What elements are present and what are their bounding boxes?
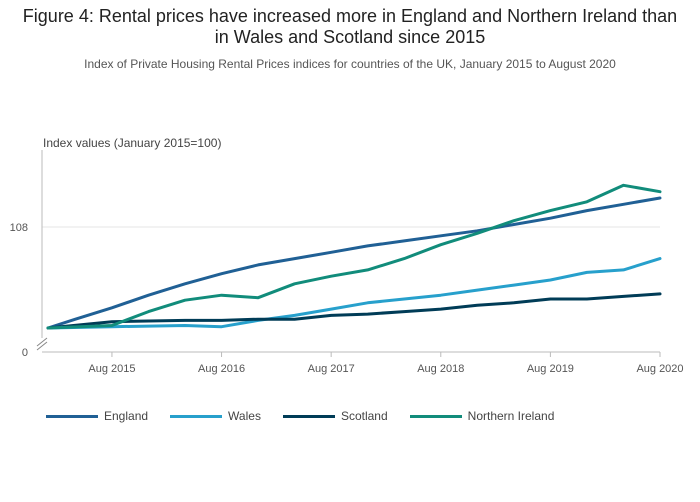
y-axis-label: Index values (January 2015=100) [43,136,222,150]
x-tick-label: Aug 2019 [527,363,574,375]
legend-item-northern-ireland[interactable]: Northern Ireland [409,409,555,423]
legend-label: England [104,409,149,423]
y-tick-label: 0 [22,347,28,359]
chart-title: Figure 4: Rental prices have increased m… [22,6,678,47]
legend-item-scotland[interactable]: Scotland [282,409,388,423]
legend-label: Northern Ireland [467,409,555,423]
series-lines [46,183,662,330]
legend-swatch [46,414,98,418]
legend-swatch [282,414,335,418]
series-line-northern-ireland [46,183,662,330]
axes [36,150,661,357]
y-tick-label: 108 [10,222,28,234]
series-line-scotland [46,292,662,330]
axis-break-mark [36,341,48,351]
legend-item-wales[interactable]: Wales [170,409,261,423]
series-line-wales [46,257,662,330]
chart-legend: England Wales Scotland Northern Ireland [46,409,576,423]
x-tick-label: Aug 2016 [198,363,245,375]
legend-label: Scotland [340,409,388,423]
legend-swatch [409,414,462,418]
x-tick-label: Aug 2015 [88,363,135,375]
legend-item-england[interactable]: England [46,409,148,423]
series-line-england [46,196,662,330]
x-tick-label: Aug 2018 [417,363,464,375]
x-tick-label: Aug 2020 [636,363,683,375]
legend-label: Wales [228,409,261,423]
tick-labels: 0 108 Aug 2015 Aug 2016 Aug 2017 Aug 2018 Aug … [10,222,684,375]
x-tick-label: Aug 2017 [308,363,355,375]
axis-break-mark [36,337,48,347]
legend-swatch [170,414,223,418]
chart-subtitle: Index of Private Housing Rental Prices i… [84,57,616,71]
